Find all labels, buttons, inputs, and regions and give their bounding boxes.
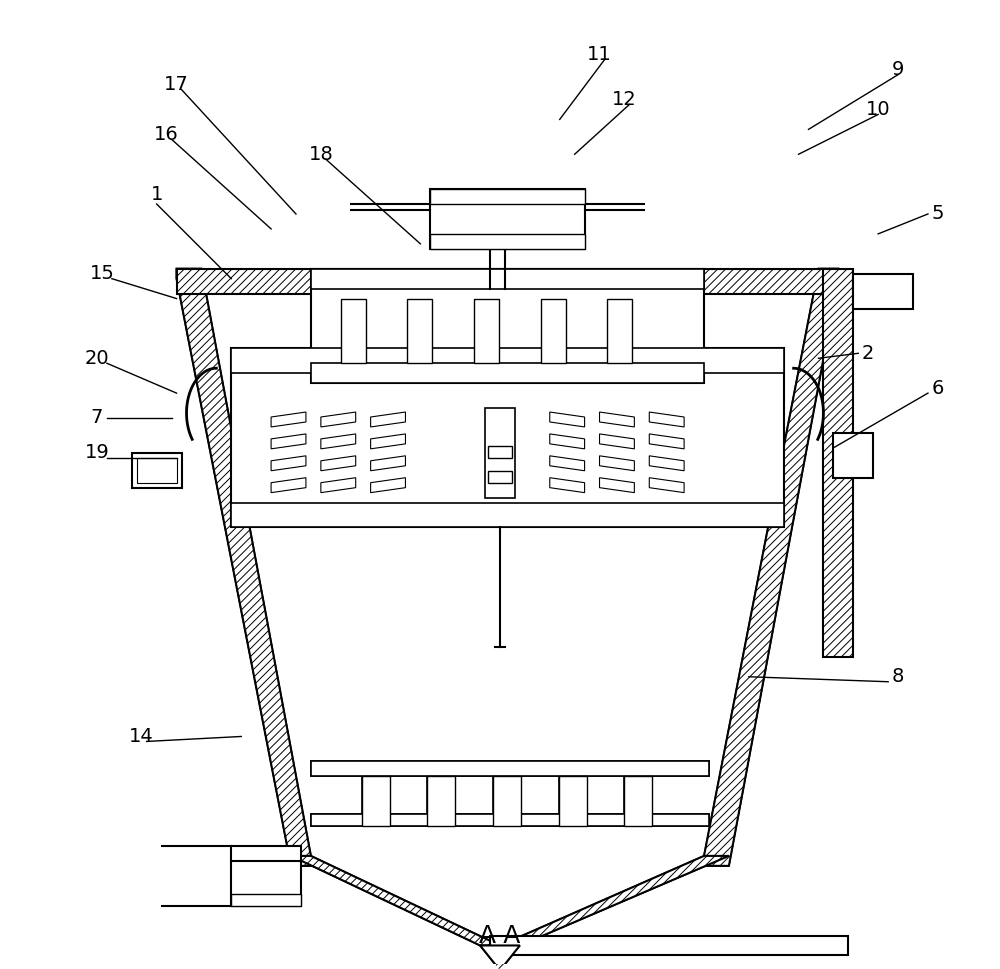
Text: 5: 5: [932, 204, 944, 224]
Polygon shape: [311, 363, 704, 383]
Bar: [490, 935, 848, 955]
Text: 16: 16: [154, 125, 179, 143]
Polygon shape: [430, 234, 585, 249]
Bar: [311, 268, 704, 383]
Text: 11: 11: [587, 46, 612, 64]
Polygon shape: [407, 298, 432, 363]
Polygon shape: [600, 478, 634, 492]
Polygon shape: [550, 434, 585, 449]
Text: 1: 1: [150, 184, 163, 203]
Polygon shape: [321, 434, 356, 449]
Polygon shape: [550, 412, 585, 427]
Polygon shape: [371, 412, 405, 427]
Polygon shape: [371, 455, 405, 471]
Polygon shape: [649, 434, 684, 449]
Polygon shape: [231, 503, 784, 527]
Polygon shape: [362, 776, 390, 826]
Text: 10: 10: [866, 100, 891, 119]
Text: 19: 19: [85, 444, 109, 462]
Text: 8: 8: [892, 668, 904, 686]
Polygon shape: [371, 434, 405, 449]
Polygon shape: [371, 478, 405, 492]
Polygon shape: [493, 776, 521, 826]
Polygon shape: [291, 856, 500, 946]
Polygon shape: [311, 762, 709, 776]
Polygon shape: [271, 434, 306, 449]
Polygon shape: [541, 298, 566, 363]
Polygon shape: [649, 412, 684, 427]
Polygon shape: [704, 268, 838, 866]
Text: 15: 15: [89, 265, 114, 283]
Polygon shape: [600, 412, 634, 427]
Polygon shape: [600, 434, 634, 449]
Polygon shape: [559, 776, 587, 826]
Polygon shape: [427, 776, 455, 826]
Polygon shape: [649, 455, 684, 471]
Polygon shape: [600, 455, 634, 471]
Polygon shape: [271, 478, 306, 492]
Polygon shape: [624, 776, 652, 826]
Polygon shape: [430, 189, 585, 204]
Bar: [231, 893, 301, 906]
Polygon shape: [500, 856, 729, 946]
Text: A-A: A-A: [479, 923, 521, 948]
Polygon shape: [321, 455, 356, 471]
Polygon shape: [341, 298, 366, 363]
Polygon shape: [321, 478, 356, 492]
Polygon shape: [271, 412, 306, 427]
Bar: [488, 471, 512, 483]
Text: 2: 2: [862, 344, 874, 362]
Polygon shape: [177, 268, 311, 866]
Text: 9: 9: [892, 60, 904, 79]
Polygon shape: [311, 814, 709, 826]
Text: 12: 12: [612, 90, 637, 109]
Text: 7: 7: [91, 409, 103, 427]
Text: 18: 18: [308, 144, 333, 164]
Polygon shape: [231, 348, 784, 373]
Bar: [231, 348, 784, 527]
Text: 20: 20: [85, 349, 109, 368]
Text: 14: 14: [129, 727, 154, 746]
Bar: [485, 408, 515, 498]
Polygon shape: [177, 268, 838, 294]
Polygon shape: [271, 455, 306, 471]
Bar: [132, 453, 182, 487]
Polygon shape: [474, 298, 499, 363]
Polygon shape: [550, 455, 585, 471]
Polygon shape: [480, 946, 520, 969]
Polygon shape: [823, 268, 853, 657]
Polygon shape: [607, 298, 632, 363]
Bar: [488, 446, 512, 457]
Polygon shape: [649, 478, 684, 492]
Bar: [833, 433, 873, 478]
Text: 17: 17: [164, 75, 189, 94]
Polygon shape: [311, 268, 704, 289]
Polygon shape: [430, 189, 585, 249]
Bar: [231, 846, 301, 906]
Text: 6: 6: [932, 379, 944, 397]
Bar: [137, 457, 177, 483]
Polygon shape: [321, 412, 356, 427]
Polygon shape: [550, 478, 585, 492]
Polygon shape: [853, 273, 913, 308]
